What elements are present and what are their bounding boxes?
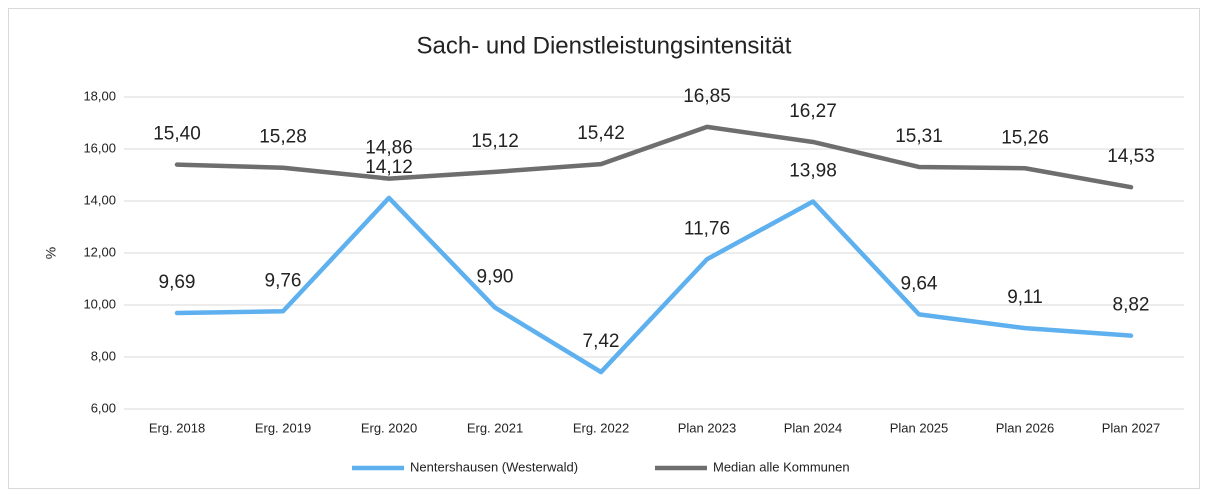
y-tick-label: 14,00 bbox=[83, 192, 116, 207]
x-tick-label: Plan 2025 bbox=[890, 420, 949, 435]
x-tick-label: Plan 2026 bbox=[996, 420, 1055, 435]
data-label: 15,28 bbox=[259, 127, 307, 148]
legend-label: Median alle Kommunen bbox=[713, 459, 850, 474]
x-tick-label: Erg. 2019 bbox=[255, 420, 311, 435]
y-axis-label: % bbox=[43, 247, 59, 259]
series-line bbox=[174, 124, 1134, 190]
data-label: 14,12 bbox=[365, 157, 413, 178]
x-tick-label: Erg. 2018 bbox=[149, 420, 205, 435]
data-label: 9,90 bbox=[477, 267, 514, 288]
data-label: 9,64 bbox=[901, 273, 938, 294]
series-line bbox=[174, 195, 1134, 375]
x-tick-label: Plan 2027 bbox=[1102, 420, 1161, 435]
data-label: 15,42 bbox=[577, 123, 625, 144]
x-tick-label: Erg. 2020 bbox=[361, 420, 417, 435]
y-tick-label: 18,00 bbox=[83, 88, 116, 103]
y-tick-label: 12,00 bbox=[83, 244, 116, 259]
y-tick-label: 8,00 bbox=[91, 348, 116, 363]
data-label: 9,69 bbox=[159, 272, 196, 293]
data-label: 15,40 bbox=[153, 124, 201, 145]
data-label: 9,76 bbox=[265, 270, 302, 291]
data-label: 15,31 bbox=[895, 126, 943, 147]
data-label: 8,82 bbox=[1113, 295, 1150, 316]
x-tick-label: Erg. 2022 bbox=[573, 420, 629, 435]
x-tick-label: Erg. 2021 bbox=[467, 420, 523, 435]
data-label: 7,42 bbox=[583, 331, 620, 352]
x-tick-label: Plan 2024 bbox=[784, 420, 843, 435]
x-tick-label: Plan 2023 bbox=[678, 420, 737, 435]
legend-label: Nentershausen (Westerwald) bbox=[410, 459, 578, 474]
chart-title: Sach- und Dienstleistungsintensität bbox=[417, 32, 792, 59]
data-label: 13,98 bbox=[789, 161, 837, 182]
chart-frame bbox=[8, 8, 1200, 489]
data-label: 16,85 bbox=[683, 86, 731, 107]
data-label: 14,86 bbox=[365, 138, 413, 159]
data-label: 15,12 bbox=[471, 131, 519, 152]
data-label: 16,27 bbox=[789, 101, 837, 122]
data-label: 11,76 bbox=[684, 218, 730, 239]
data-label: 15,26 bbox=[1001, 127, 1049, 148]
y-tick-label: 10,00 bbox=[83, 296, 116, 311]
y-tick-label: 16,00 bbox=[83, 140, 116, 155]
y-tick-label: 6,00 bbox=[91, 400, 116, 415]
data-label: 14,53 bbox=[1107, 146, 1155, 167]
data-label: 9,11 bbox=[1007, 287, 1043, 308]
